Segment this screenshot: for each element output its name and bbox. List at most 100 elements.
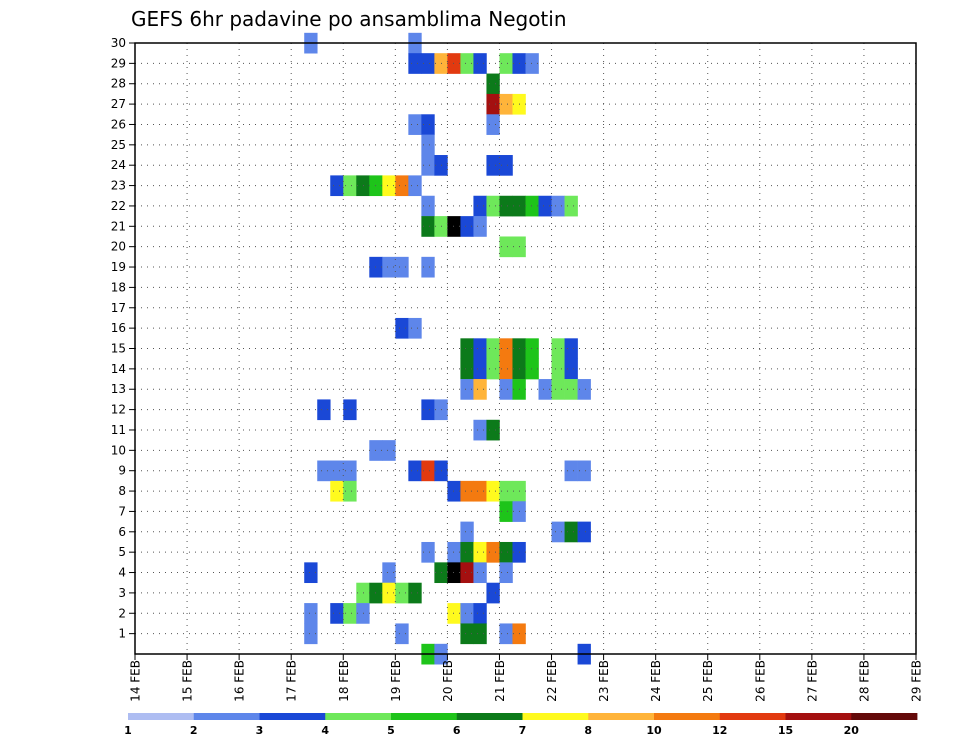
heatmap-cell <box>551 521 565 543</box>
colorbar-legend: 1 2 3 4 5 6 7 8 10 12 15 20 <box>124 713 918 737</box>
y-tick-label: 8 <box>118 484 126 498</box>
heatmap-cell <box>460 623 474 645</box>
heatmap-cell <box>421 216 435 237</box>
heatmap-cell <box>473 541 487 563</box>
x-tick-label: 20 FEB <box>441 660 455 702</box>
heatmap-cell <box>473 195 487 217</box>
heatmap-cell <box>460 338 474 359</box>
heatmap-cell <box>473 216 487 237</box>
colorbar-label: 10 <box>646 724 662 737</box>
colorbar-label: 3 <box>256 724 264 737</box>
heatmap-cell <box>408 460 422 482</box>
colorbar-label: 5 <box>387 724 395 737</box>
y-tick-label: 11 <box>111 423 126 437</box>
heatmap-cell <box>564 195 578 217</box>
heatmap-cell <box>499 562 513 584</box>
x-tick-label: 29 FEB <box>910 660 924 702</box>
y-tick-label: 3 <box>118 586 126 600</box>
heatmap-cell <box>564 338 578 359</box>
heatmap-cell <box>577 521 591 543</box>
heatmap-cell <box>343 399 357 421</box>
y-tick-label: 2 <box>118 606 126 620</box>
colorbar-swatch <box>456 713 523 720</box>
heatmap-cell <box>473 358 487 380</box>
y-tick-label: 10 <box>111 443 126 457</box>
heatmap-cell <box>330 460 344 482</box>
y-tick-label: 17 <box>111 301 126 315</box>
heatmap-cell <box>356 582 370 604</box>
y-tick-label: 21 <box>111 219 126 233</box>
x-tick-label: 23 FEB <box>597 660 611 702</box>
heatmap-cell <box>408 317 422 339</box>
heatmap-cell <box>317 460 331 482</box>
heatmap-cell <box>447 216 461 237</box>
colorbar-swatch <box>193 713 260 720</box>
x-tick-label: 14 FEB <box>129 660 143 702</box>
heatmap-cell <box>538 195 552 217</box>
heatmap-cell <box>304 562 318 584</box>
x-tick-label: 26 FEB <box>753 660 767 702</box>
y-tick-label: 19 <box>111 260 126 274</box>
colorbar-swatch <box>654 713 721 720</box>
heatmap-cell <box>499 623 513 645</box>
y-tick-label: 6 <box>118 525 126 539</box>
heatmap-cell <box>473 379 487 400</box>
y-tick-label: 26 <box>111 117 126 131</box>
heatmap-cell <box>408 175 422 197</box>
x-tick-label: 25 FEB <box>701 660 715 702</box>
colorbar-label: 4 <box>321 724 329 737</box>
y-tick-label: 9 <box>118 464 126 478</box>
heatmap-cell <box>551 338 565 359</box>
heatmap-cell <box>382 582 396 604</box>
colorbar-swatch <box>719 713 786 720</box>
heatmap-cell <box>317 399 331 421</box>
heatmap-cell <box>486 155 500 176</box>
x-tick-label: 15 FEB <box>181 660 195 702</box>
y-tick-label: 4 <box>118 566 126 580</box>
heatmap-cell <box>460 53 474 74</box>
colorbar-label: 7 <box>519 724 527 737</box>
y-tick-label: 27 <box>111 97 126 111</box>
heatmap-cell <box>356 603 370 624</box>
y-tick-label: 24 <box>111 158 126 172</box>
colorbar-swatch <box>785 713 852 720</box>
heatmap-cell <box>330 175 344 197</box>
y-tick-label: 20 <box>111 240 126 254</box>
heatmap-cell <box>421 541 435 563</box>
heatmap-cell <box>486 338 500 359</box>
heatmap-cell <box>408 114 422 135</box>
heatmap-cell <box>447 53 461 74</box>
y-tick-label: 18 <box>111 280 126 294</box>
colorbar-label: 8 <box>584 724 592 737</box>
heatmap-cell <box>447 603 461 624</box>
heatmap-cell <box>499 53 513 74</box>
y-axis: 1234567891011121314151617181920212223242… <box>111 36 135 641</box>
heatmap-cell <box>499 379 513 400</box>
colorbar-label: 2 <box>190 724 198 737</box>
y-tick-label: 25 <box>111 138 126 152</box>
heatmap-cell <box>473 338 487 359</box>
y-tick-label: 29 <box>111 56 126 70</box>
heatmap-cell <box>525 195 539 217</box>
heatmap-cell <box>473 53 487 74</box>
heatmap-cell <box>460 603 474 624</box>
heatmap-cell <box>421 256 435 278</box>
colorbar-label: 15 <box>778 724 793 737</box>
colorbar-swatch <box>128 713 195 720</box>
x-tick-label: 19 FEB <box>389 660 403 702</box>
y-tick-label: 15 <box>111 342 126 356</box>
heatmap-cell <box>343 603 357 624</box>
colorbar-swatch <box>851 713 918 720</box>
colorbar-label: 6 <box>453 724 461 737</box>
heatmap-cell <box>473 562 487 584</box>
y-tick-label: 5 <box>118 545 126 559</box>
x-tick-label: 21 FEB <box>493 660 507 702</box>
heatmap-cell <box>538 379 552 400</box>
x-tick-label: 22 FEB <box>545 660 559 702</box>
heatmap-cell <box>525 53 539 74</box>
y-tick-label: 7 <box>118 504 126 518</box>
colorbar-label: 1 <box>124 724 132 737</box>
y-tick-label: 14 <box>111 362 126 376</box>
heatmap-cell <box>486 582 500 604</box>
